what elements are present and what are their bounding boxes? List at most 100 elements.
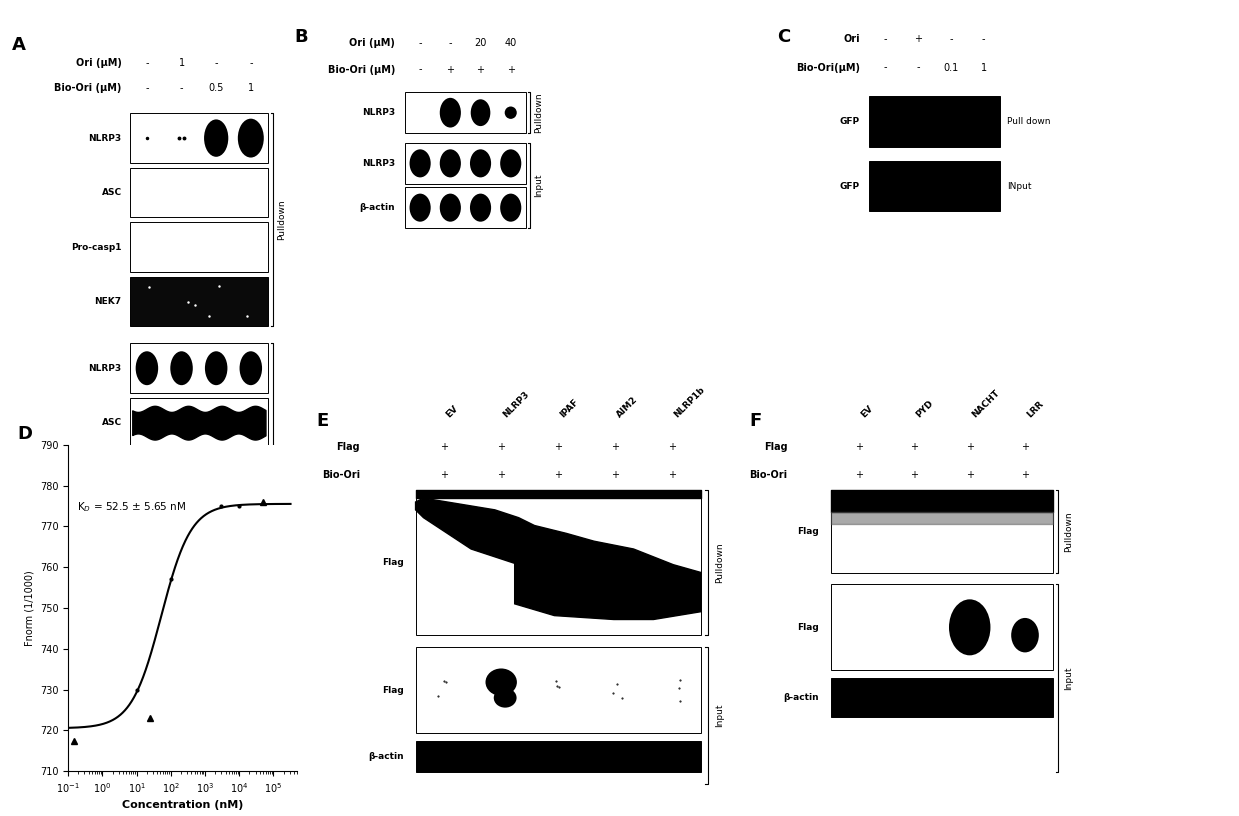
- Ellipse shape: [471, 100, 491, 126]
- Ellipse shape: [166, 532, 176, 547]
- Text: -: -: [449, 38, 452, 48]
- Text: +: +: [507, 64, 514, 74]
- Text: Flag: Flag: [763, 442, 787, 452]
- Text: PYD: PYD: [914, 399, 935, 419]
- Text: C: C: [778, 28, 790, 46]
- Bar: [415, 490, 701, 635]
- Bar: [130, 452, 268, 502]
- Text: Bio-Ori: Bio-Ori: [322, 469, 361, 480]
- Text: -: -: [981, 33, 985, 44]
- Text: 1: 1: [178, 58, 185, 69]
- Text: Ori: Ori: [844, 33, 860, 44]
- Text: E: E: [316, 412, 328, 430]
- Text: Input: Input: [1064, 667, 1073, 690]
- Ellipse shape: [170, 517, 193, 547]
- Text: β-actin: β-actin: [783, 694, 819, 703]
- Text: 40: 40: [504, 38, 517, 48]
- Text: Ori (μM): Ori (μM): [76, 58, 121, 69]
- Text: 20: 20: [475, 38, 487, 48]
- Text: +: +: [497, 442, 506, 452]
- Ellipse shape: [410, 149, 431, 177]
- Ellipse shape: [1011, 618, 1038, 653]
- Bar: [415, 647, 701, 733]
- Text: Pulldown: Pulldown: [715, 543, 724, 583]
- Bar: [130, 561, 268, 611]
- Text: -: -: [145, 83, 149, 93]
- Text: K$_D$ = 52.5 ± 5.65 nM: K$_D$ = 52.5 ± 5.65 nM: [77, 500, 187, 514]
- Text: -: -: [249, 58, 253, 69]
- Text: β-actin: β-actin: [368, 752, 404, 761]
- Text: Bio-Ori(μM): Bio-Ori(μM): [797, 63, 860, 73]
- Text: +: +: [611, 469, 620, 480]
- Ellipse shape: [470, 149, 491, 177]
- Ellipse shape: [501, 149, 522, 177]
- Text: Input: Input: [278, 465, 286, 489]
- Text: Pulldown: Pulldown: [534, 92, 543, 133]
- Text: NACHT: NACHT: [970, 388, 1001, 419]
- Ellipse shape: [222, 517, 230, 530]
- Ellipse shape: [440, 149, 461, 177]
- Text: INput: INput: [1007, 181, 1031, 191]
- Text: +: +: [965, 469, 974, 480]
- Text: +: +: [965, 442, 974, 452]
- Text: -: -: [917, 63, 921, 73]
- Text: IPAF: IPAF: [559, 397, 580, 419]
- Text: GFP: GFP: [840, 181, 860, 191]
- Text: ASC: ASC: [102, 188, 121, 197]
- Text: Flag: Flag: [382, 685, 404, 694]
- Ellipse shape: [135, 351, 159, 385]
- Text: Flag: Flag: [797, 527, 819, 536]
- Bar: [130, 507, 268, 557]
- Text: B: B: [294, 29, 307, 47]
- Bar: [831, 490, 1053, 573]
- Text: NLRP3: NLRP3: [362, 109, 395, 118]
- Text: Bio-Ori (μM): Bio-Ori (μM): [328, 64, 395, 74]
- Text: +: +: [554, 442, 563, 452]
- Ellipse shape: [410, 193, 431, 222]
- Text: -: -: [145, 58, 149, 69]
- Ellipse shape: [949, 599, 990, 655]
- Polygon shape: [415, 498, 701, 604]
- Ellipse shape: [494, 688, 517, 707]
- Ellipse shape: [470, 193, 491, 222]
- Ellipse shape: [172, 463, 191, 491]
- Bar: [405, 92, 525, 133]
- Text: NLRP3: NLRP3: [502, 390, 532, 419]
- Ellipse shape: [170, 351, 193, 385]
- Text: Flag: Flag: [797, 623, 819, 632]
- Ellipse shape: [504, 107, 517, 119]
- Ellipse shape: [204, 119, 228, 157]
- Bar: [130, 397, 268, 448]
- Text: EV: EV: [444, 404, 460, 419]
- Bar: [130, 113, 268, 163]
- Bar: [831, 678, 1053, 717]
- Text: Pulldown: Pulldown: [278, 199, 286, 240]
- Text: Pull down: Pull down: [1007, 117, 1051, 126]
- Text: -: -: [180, 83, 183, 93]
- Ellipse shape: [204, 517, 228, 547]
- Text: EV: EV: [859, 404, 875, 419]
- Text: +: +: [669, 442, 676, 452]
- Text: -: -: [883, 33, 887, 44]
- Text: NLRP1b: NLRP1b: [673, 385, 706, 419]
- Text: +: +: [855, 442, 864, 452]
- Text: NLRP3: NLRP3: [88, 134, 121, 143]
- Text: -: -: [883, 63, 887, 73]
- Text: +: +: [497, 469, 506, 480]
- Text: -: -: [419, 64, 421, 74]
- Text: +: +: [669, 469, 676, 480]
- Text: Flag: Flag: [337, 442, 361, 452]
- Text: Input: Input: [715, 703, 724, 727]
- Ellipse shape: [138, 463, 156, 491]
- Ellipse shape: [135, 517, 159, 547]
- Ellipse shape: [207, 463, 225, 491]
- Bar: [130, 167, 268, 218]
- Text: Input: Input: [534, 174, 543, 197]
- Text: +: +: [611, 442, 620, 452]
- Bar: [831, 584, 1053, 671]
- Text: +: +: [554, 469, 563, 480]
- Ellipse shape: [204, 351, 228, 385]
- Bar: [130, 344, 268, 393]
- Text: +: +: [911, 442, 918, 452]
- Bar: [130, 222, 268, 272]
